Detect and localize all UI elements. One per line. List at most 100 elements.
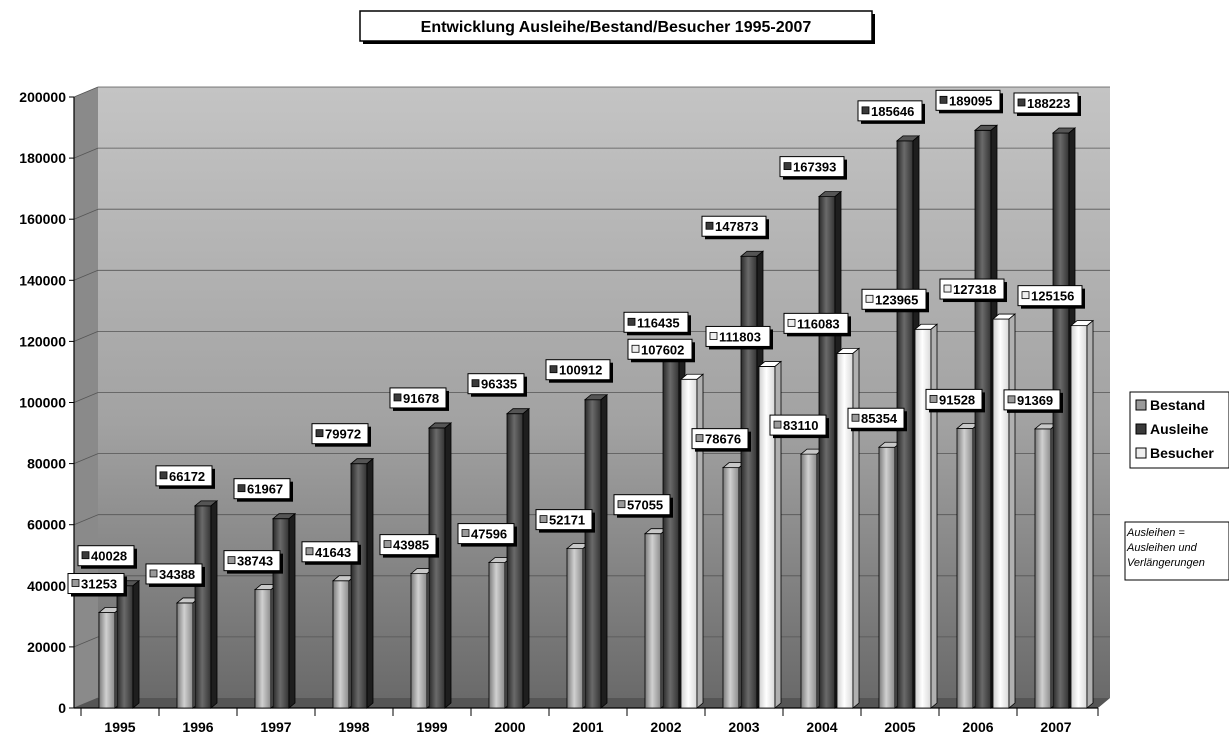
svg-text:116083: 116083 [797, 316, 840, 331]
x-tick-label: 2007 [1040, 719, 1071, 735]
svg-text:38743: 38743 [237, 554, 273, 569]
legend-swatch-besucher [1135, 447, 1147, 459]
data-label-ausleihe-2003: 147873 [701, 215, 769, 240]
legend-item-bestand: Bestand [1135, 397, 1205, 413]
svg-text:111803: 111803 [719, 329, 761, 344]
svg-text:57055: 57055 [627, 498, 663, 513]
svg-text:61967: 61967 [247, 482, 283, 497]
chart-title-box: Entwicklung Ausleihe/Bestand/Besucher 19… [359, 10, 875, 44]
legend: Bestand Ausleihe Besucher [1129, 391, 1229, 469]
y-tick-label: 200000 [19, 89, 66, 105]
x-axis: 1995 1996 1997 1998 1999 2000 2001 2002 2003 2004… [74, 707, 1099, 735]
x-tick-label: 2001 [572, 719, 603, 735]
bar-besucher-2004 [835, 347, 861, 709]
data-label-besucher-2002: 107602 [627, 338, 695, 363]
data-label-bestand-1996: 34388 [145, 563, 205, 587]
svg-text:85354: 85354 [861, 411, 898, 426]
data-label-bestand-2002: 57055 [613, 494, 673, 518]
data-label-ausleihe-1998: 79972 [311, 423, 371, 447]
legend-label-besucher: Besucher [1150, 445, 1214, 461]
bar-besucher-2005 [913, 323, 939, 709]
svg-text:79972: 79972 [325, 427, 361, 442]
data-label-bestand-2000: 47596 [457, 523, 517, 547]
svg-text:40028: 40028 [91, 549, 127, 564]
data-label-besucher-2003: 111803 [705, 325, 773, 350]
data-label-ausleihe-1999: 91678 [389, 387, 449, 411]
y-tick-label: 80000 [27, 456, 66, 472]
svg-text:185646: 185646 [871, 104, 914, 119]
svg-text:107602: 107602 [641, 342, 684, 357]
data-label-bestand-1999: 43985 [379, 534, 439, 558]
x-tick-label: 2002 [650, 719, 681, 735]
svg-text:34388: 34388 [159, 567, 195, 582]
svg-text:125156: 125156 [1031, 289, 1074, 304]
bar-besucher-2002 [679, 373, 705, 709]
x-tick-label: 2005 [884, 719, 915, 735]
svg-text:91369: 91369 [1017, 393, 1053, 408]
note-box: Ausleihen = Ausleihen und Verlängerungen [1124, 521, 1229, 581]
data-label-bestand-1997: 38743 [223, 550, 283, 574]
data-label-ausleihe-2001: 100912 [545, 359, 613, 383]
legend-swatch-ausleihe [1135, 423, 1147, 435]
legend-swatch-bestand [1135, 399, 1147, 411]
bar-ausleihe-1995 [115, 579, 141, 709]
data-label-besucher-2006: 127318 [939, 278, 1007, 303]
svg-text:127318: 127318 [953, 282, 996, 297]
data-label-ausleihe-2006: 189095 [935, 89, 1003, 114]
legend-item-besucher: Besucher [1135, 445, 1214, 461]
x-tick-label: 1997 [260, 719, 291, 735]
svg-text:167393: 167393 [793, 160, 836, 175]
bar-ausleihe-1998 [349, 457, 375, 709]
data-label-ausleihe-2004: 167393 [779, 156, 847, 180]
y-tick-label: 20000 [27, 639, 66, 655]
y-tick-label: 40000 [27, 578, 66, 594]
data-label-bestand-2001: 52171 [535, 509, 595, 533]
x-tick-label: 2006 [962, 719, 993, 735]
y-tick-label: 60000 [27, 517, 66, 533]
data-label-besucher-2005: 123965 [861, 288, 929, 313]
data-label-besucher-2007: 125156 [1017, 285, 1085, 309]
data-label-bestand-2006: 91528 [925, 388, 985, 413]
data-label-ausleihe-1996: 66172 [155, 465, 215, 489]
data-label-ausleihe-2007: 188223 [1013, 92, 1081, 116]
y-tick-label: 180000 [19, 150, 66, 166]
y-axis: 0 20000 40000 60000 80000 100000 120000 140000 1… [19, 89, 75, 716]
legend-label-bestand: Bestand [1150, 397, 1205, 413]
svg-text:78676: 78676 [705, 432, 741, 447]
svg-text:147873: 147873 [715, 219, 758, 234]
svg-text:31253: 31253 [81, 577, 117, 592]
y-tick-label: 0 [58, 700, 66, 716]
data-label-bestand-2007: 91369 [1003, 389, 1063, 413]
legend-label-ausleihe: Ausleihe [1150, 421, 1209, 437]
y-tick-label: 100000 [19, 395, 66, 411]
svg-text:123965: 123965 [875, 292, 918, 307]
svg-text:52171: 52171 [549, 513, 585, 528]
data-label-bestand-1995: 31253 [67, 573, 127, 597]
data-label-besucher-2004: 116083 [783, 312, 851, 337]
data-labels: 31253 40028 34388 66172 38743 61967 41643 79972… [67, 89, 1085, 597]
bar-besucher-2006 [991, 313, 1017, 709]
note-text: Ausleihen = Ausleihen und Verlängerungen [1126, 527, 1205, 569]
data-label-bestand-2004: 83110 [769, 414, 829, 439]
svg-text:188223: 188223 [1027, 96, 1070, 111]
x-tick-label: 2003 [728, 719, 759, 735]
x-tick-label: 2004 [806, 719, 837, 735]
bar-ausleihe-2001 [583, 393, 609, 709]
svg-text:83110: 83110 [783, 418, 818, 433]
y-tick-label: 160000 [19, 211, 66, 227]
data-label-ausleihe-2002: 116435 [623, 311, 691, 336]
y-tick-label: 140000 [19, 272, 66, 288]
x-tick-label: 1999 [416, 719, 447, 735]
bar-ausleihe-1996 [193, 499, 219, 709]
bar-ausleihe-2000 [505, 407, 531, 709]
x-tick-label: 1998 [338, 719, 369, 735]
data-label-ausleihe-1995: 40028 [77, 545, 137, 569]
svg-text:41643: 41643 [315, 545, 351, 560]
svg-text:66172: 66172 [169, 469, 205, 484]
data-label-ausleihe-2000: 96335 [467, 373, 527, 397]
data-label-bestand-2005: 85354 [847, 407, 907, 432]
data-label-bestand-2003: 78676 [691, 428, 751, 452]
data-label-bestand-1998: 41643 [301, 541, 361, 565]
bar-ausleihe-1999 [427, 422, 453, 709]
svg-text:47596: 47596 [471, 527, 507, 542]
